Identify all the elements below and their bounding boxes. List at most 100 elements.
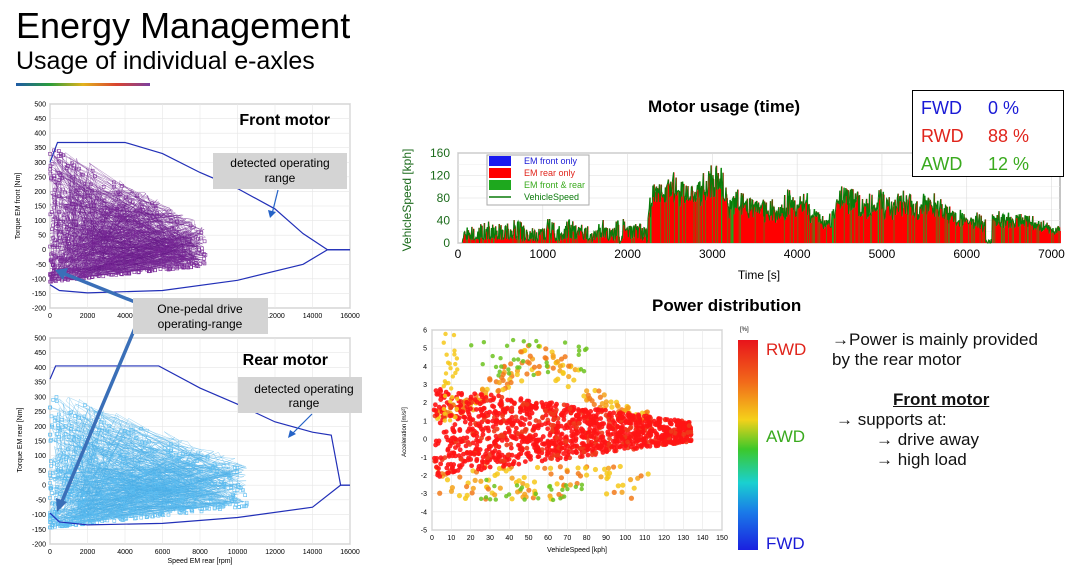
usage-bar [922,203,924,243]
power-point [542,465,548,471]
rear-callout-line1: detected operating [254,382,353,396]
usage-bar [848,190,850,243]
usage-bar [865,205,867,243]
scatter-marker [107,235,111,240]
usage-bar [844,194,846,243]
scatter-marker [50,263,55,267]
y-tick-label: 0 [443,236,450,250]
usage-bar [951,213,953,243]
rear-motor-title: Rear motor [243,352,328,369]
usage-bar [712,175,714,243]
usage-bar [746,211,748,243]
usage-bar [887,205,889,243]
power-point [565,383,571,390]
y-tick-label: 500 [34,336,46,343]
usage-bar [474,239,476,243]
usage-bar [728,206,730,243]
usage-bar [660,197,662,243]
power-point [555,376,561,382]
scatter-marker [191,504,196,508]
x-tick-label: 0 [430,535,434,542]
scatter-marker [189,508,194,513]
y-tick-label: 50 [38,468,46,475]
power-point [636,415,642,421]
usage-bar [758,202,760,243]
scatter-marker [59,230,64,234]
power-point [516,478,522,484]
usage-bar [1021,223,1023,243]
scatter-marker [123,486,128,490]
scatter-marker [212,506,217,511]
usage-bar [795,216,797,243]
power-point [601,392,607,398]
scatter-marker [51,521,56,525]
usage-bar [625,230,627,243]
scatter-marker [104,212,108,216]
usage-bar [780,206,782,243]
scatter-marker [102,512,107,516]
scatter-marker [136,209,141,213]
power-point [576,344,581,349]
scatter-marker [168,467,173,472]
usage-bar [514,227,516,243]
usage-bar [539,233,541,243]
scatter-marker [53,238,58,243]
x-tick-label: 70 [563,535,571,542]
usage-bar [808,203,810,243]
power-point [454,356,460,361]
power-point [547,410,553,416]
scatter-marker [119,517,123,521]
y-tick-label: 0 [423,437,427,444]
scatter-marker [103,495,108,500]
usage-bar [661,192,663,243]
scatter-marker [60,176,65,180]
usage-bar [981,224,983,243]
usage-bar [825,226,827,243]
usage-bar [902,216,904,243]
usage-bar [791,199,793,243]
usage-bar [481,237,483,243]
scatter-marker [157,483,161,488]
usage-bar [953,211,955,243]
scatter-marker [55,229,60,234]
power-point [492,483,497,489]
usage-bar [1004,214,1006,243]
usage-bar [528,239,530,243]
power-point [566,363,572,369]
usage-bar [855,202,857,243]
usage-bar [558,239,560,243]
scatter-marker [124,195,128,200]
scatter-marker [101,274,106,279]
scatter-marker [84,262,88,267]
power-point [558,475,565,481]
usage-bar [794,200,796,243]
x-tick-label: 150 [716,535,728,542]
usage-bar [910,194,912,243]
usage-bar [463,237,465,243]
usage-bar [697,189,699,243]
power-point [592,466,599,473]
usage-bar [917,219,919,243]
usage-bar [516,235,518,243]
usage-bar [490,237,492,243]
power-point [653,434,659,440]
scatter-marker [98,249,103,254]
power-point [451,332,457,338]
usage-bar [735,191,737,243]
usage-bar [1018,226,1020,243]
power-point [579,454,585,459]
scatter-marker [202,494,206,498]
scatter-marker [123,496,128,500]
scatter-marker [95,195,99,200]
usage-bar [608,240,610,243]
y-tick-label: -5 [421,528,427,535]
colorbar-gradient [738,340,758,550]
power-point [469,343,474,348]
usage-bar [1055,227,1057,243]
scatter-marker [209,500,213,504]
power-point [533,491,538,496]
usage-bar [935,202,937,243]
scatter-marker [59,417,64,422]
power-point [579,482,585,488]
scatter-marker [53,215,57,220]
